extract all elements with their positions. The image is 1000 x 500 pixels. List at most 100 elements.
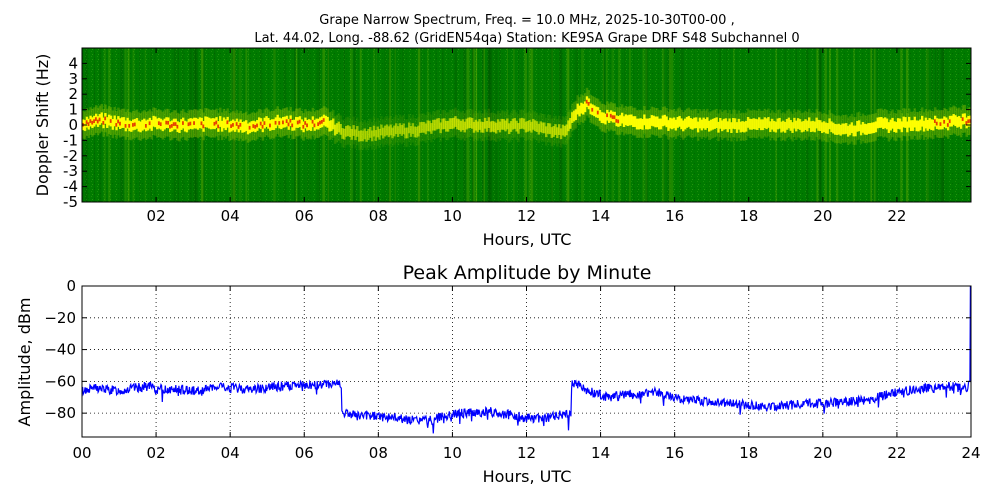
spectrogram-signal xyxy=(396,126,400,137)
spectrogram-signal xyxy=(896,118,900,129)
spectrogram-signal xyxy=(624,114,628,126)
spectrogram-peak xyxy=(85,120,89,124)
spectrogram-signal xyxy=(963,113,967,125)
spectrogram-peak xyxy=(587,102,591,106)
spectrogram-signal xyxy=(822,121,826,133)
spectrogram-signal xyxy=(422,121,426,133)
spectrogram-signal xyxy=(154,116,157,128)
spectrogram-peak xyxy=(215,120,218,125)
spectrogram-signal xyxy=(763,117,767,129)
spectrogram-x-tick-label: 08 xyxy=(369,207,388,225)
spectrogram-signal xyxy=(752,118,755,130)
spectrogram-signal xyxy=(500,118,504,130)
spectrogram-streak xyxy=(605,48,608,202)
spectrogram-signal xyxy=(878,117,881,128)
spectrogram-signal xyxy=(454,116,457,127)
spectrogram-signal xyxy=(402,123,405,135)
amplitude-x-tick-label: 14 xyxy=(591,444,610,462)
spectrogram-signal xyxy=(645,118,648,130)
spectrogram-peak xyxy=(235,122,239,126)
spectrogram-signal xyxy=(741,121,744,132)
spectrogram-streak xyxy=(384,48,387,202)
spectrogram-y-tick-label: -2 xyxy=(63,147,78,165)
spectrogram-signal xyxy=(732,118,735,129)
spectrogram-signal xyxy=(787,117,791,129)
spectrogram-signal xyxy=(743,121,746,133)
spectrogram-peak xyxy=(248,125,252,130)
spectrogram-signal xyxy=(441,118,444,130)
spectrogram-signal xyxy=(808,117,811,129)
spectrogram-y-tick-label: 3 xyxy=(68,70,78,88)
amplitude-series-line xyxy=(82,286,971,434)
spectrogram-signal xyxy=(332,118,335,130)
spectrogram-signal xyxy=(513,118,516,129)
spectrogram-signal xyxy=(717,121,720,133)
spectrogram-signal xyxy=(493,121,496,133)
spectrogram-signal xyxy=(569,118,572,129)
spectrogram-signal xyxy=(654,116,657,128)
spectrogram-signal xyxy=(648,118,652,129)
spectrogram-peak xyxy=(119,121,122,126)
spectrogram-signal xyxy=(843,123,846,135)
spectrogram-signal xyxy=(600,112,604,123)
spectrogram-signal xyxy=(680,118,683,130)
spectrogram-signal xyxy=(374,130,378,141)
spectrogram-signal xyxy=(889,119,892,131)
spectrogram-peak xyxy=(230,124,233,128)
spectrogram-signal xyxy=(211,118,215,129)
spectrogram-signal xyxy=(463,121,466,133)
spectrogram-signal xyxy=(265,116,268,127)
spectrogram-signal xyxy=(545,126,548,138)
spectrogram-signal xyxy=(522,118,526,130)
amplitude-x-tick-label: 06 xyxy=(295,444,314,462)
spectrogram-peak xyxy=(124,124,128,128)
spectrogram-signal xyxy=(739,121,742,133)
spectrogram-x-tick-label: 20 xyxy=(813,207,832,225)
spectrogram-streak xyxy=(611,48,614,202)
spectrogram-signal xyxy=(570,112,574,123)
spectrogram-signal xyxy=(546,123,550,134)
spectrogram-signal xyxy=(326,116,329,128)
amplitude-x-tick-label: 24 xyxy=(961,444,980,462)
spectrogram-signal xyxy=(735,122,739,133)
spectrogram-signal xyxy=(204,116,207,128)
spectrogram-peak xyxy=(609,113,613,118)
spectrogram-signal xyxy=(674,119,678,131)
spectrogram-signal xyxy=(130,121,133,132)
amplitude-y-tick-label: −60 xyxy=(44,372,76,390)
spectrogram-signal xyxy=(443,118,446,130)
spectrogram-signal xyxy=(485,120,489,132)
spectrogram-peak xyxy=(282,120,285,125)
spectrum-title-line2: Lat. 44.02, Long. -88.62 (GridEN54qa) St… xyxy=(254,31,799,46)
spectrogram-signal xyxy=(409,126,413,137)
spectrogram-signal xyxy=(163,118,166,130)
spectrogram-signal xyxy=(630,114,633,126)
spectrogram-signal xyxy=(467,117,470,129)
spectrogram-signal xyxy=(498,121,502,133)
spectrogram-signal xyxy=(861,122,865,133)
spectrogram-signal xyxy=(711,118,715,130)
spectrogram-signal xyxy=(813,121,817,133)
spectrogram-signal xyxy=(515,120,518,132)
spectrogram-signal xyxy=(233,121,237,132)
spectrogram-signal xyxy=(932,119,935,131)
spectrogram-signal xyxy=(937,118,941,130)
spectrogram-peak xyxy=(128,123,131,128)
spectrogram-signal xyxy=(904,117,907,128)
spectrogram-signal xyxy=(480,121,483,133)
spectrogram-signal xyxy=(365,131,368,142)
spectrogram-signal xyxy=(161,120,165,132)
spectrogram-signal xyxy=(300,119,303,131)
spectrogram-signal xyxy=(815,117,818,129)
spectrogram-signal xyxy=(691,118,694,130)
spectrogram-signal xyxy=(913,116,917,128)
spectrogram-signal xyxy=(354,129,357,141)
spectrogram-y-tick-label: -5 xyxy=(63,193,78,211)
spectrogram-peak xyxy=(148,121,152,126)
spectrogram-signal xyxy=(893,121,896,133)
spectrogram-signal xyxy=(411,123,415,134)
spectrogram-peak xyxy=(322,118,326,122)
spectrogram-signal xyxy=(639,118,642,130)
spectrogram-peak xyxy=(132,123,135,127)
spectrogram-peak xyxy=(261,124,265,129)
